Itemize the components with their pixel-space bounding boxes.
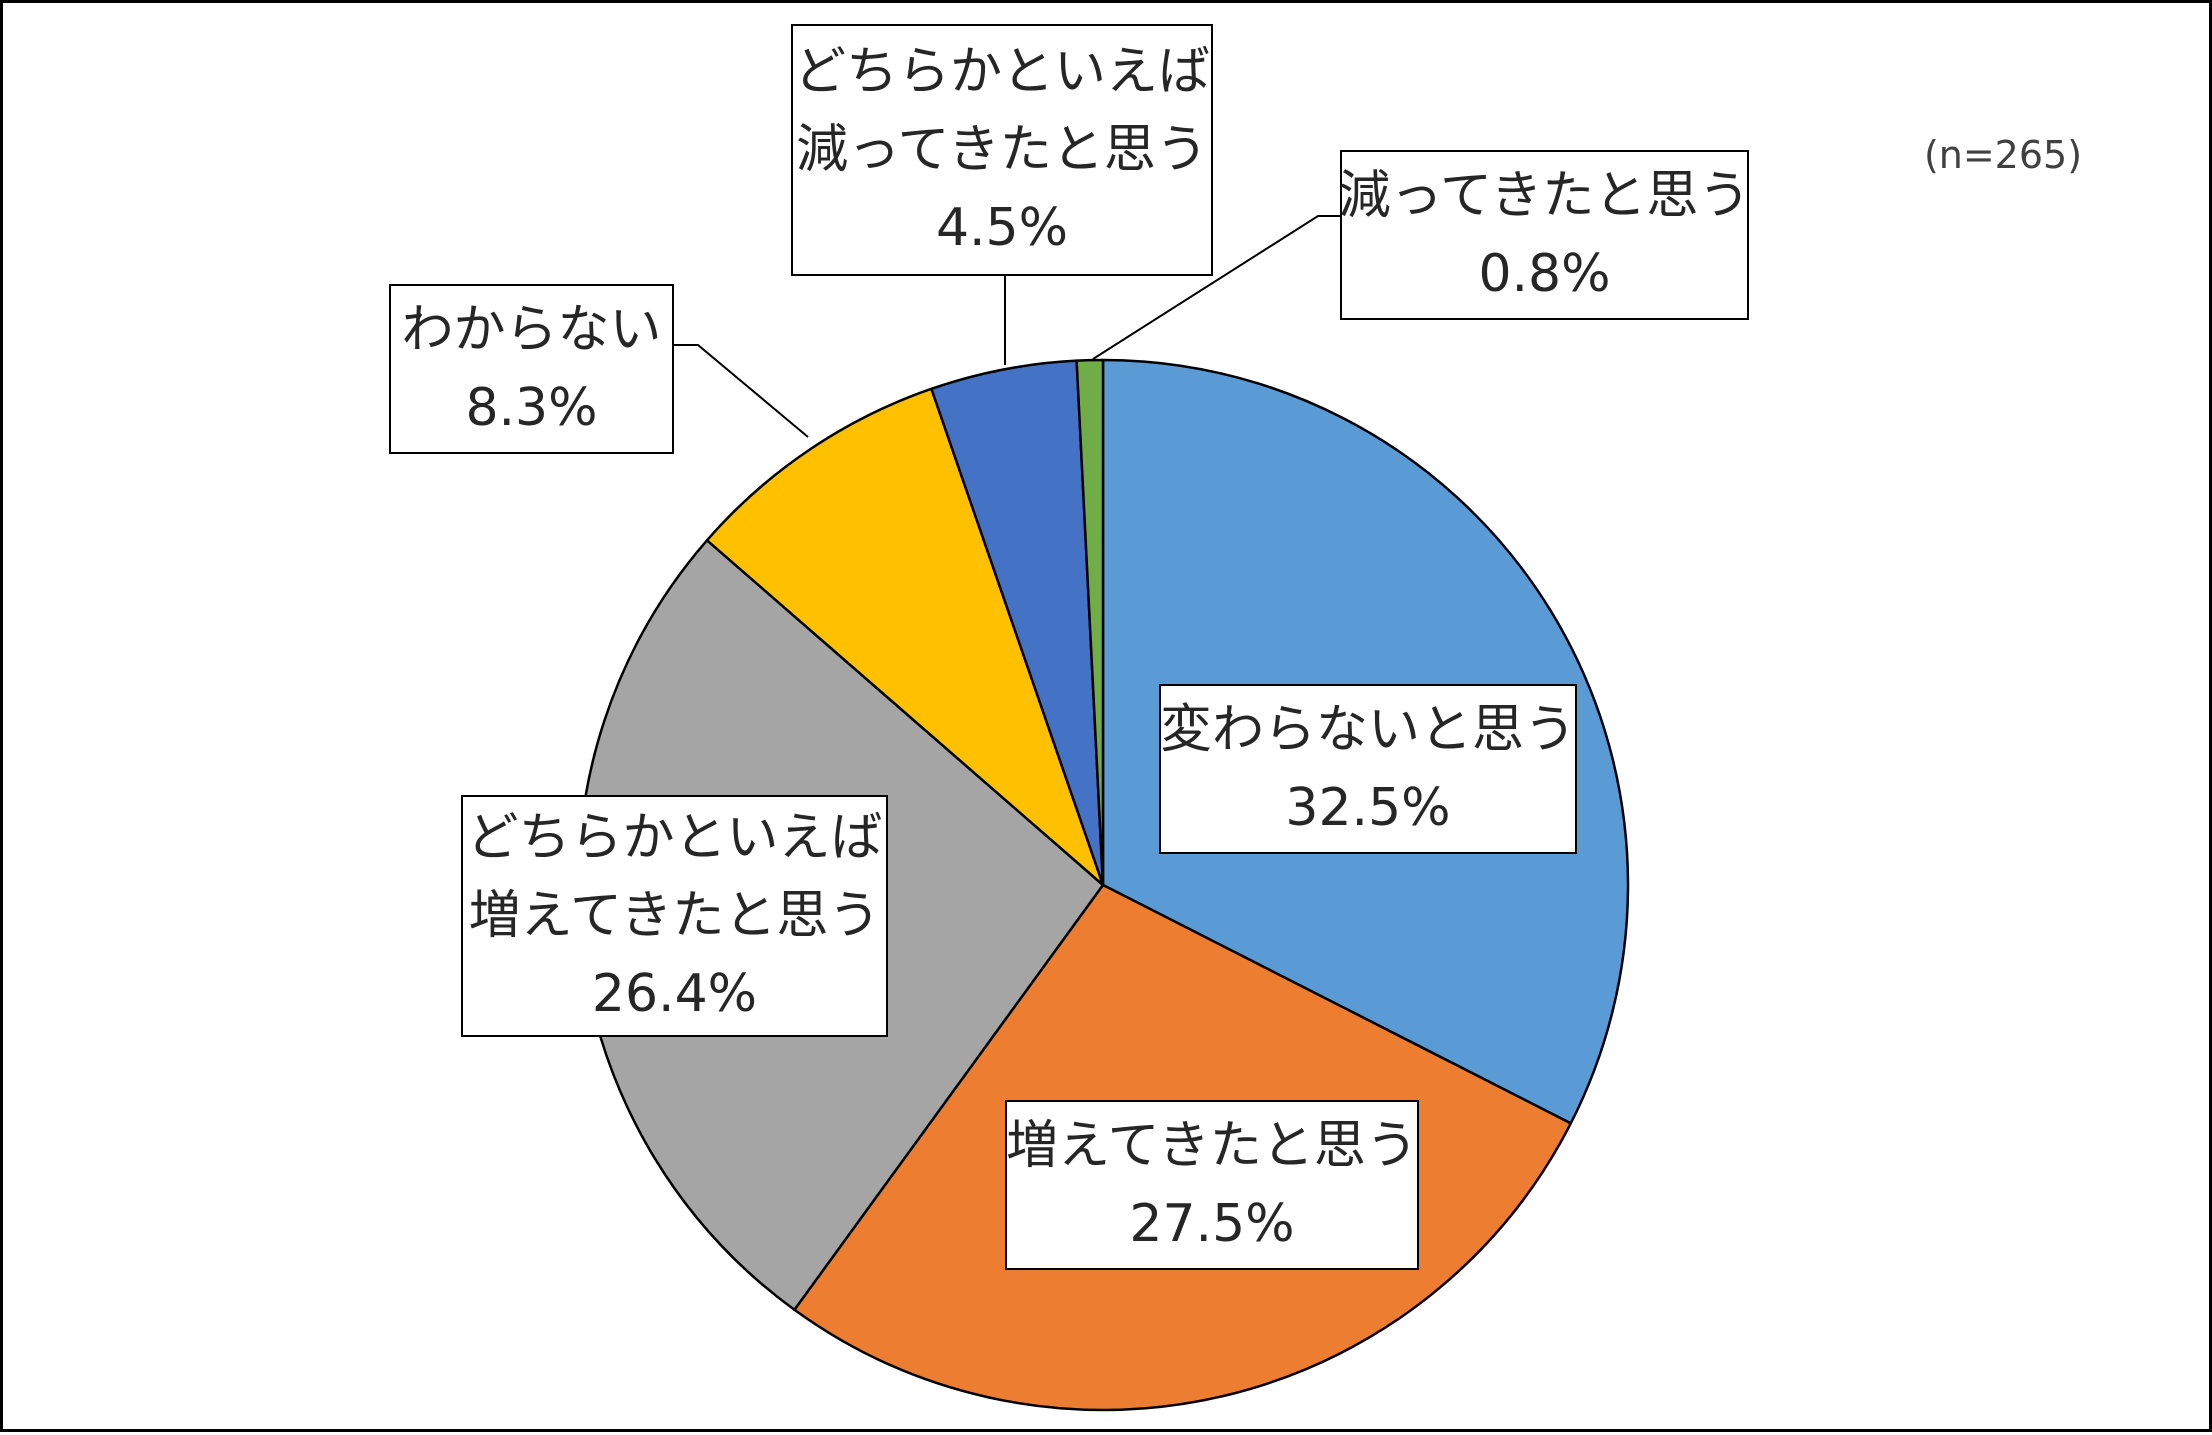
data-label-6: 減ってきたと思う 0.8% — [1339, 150, 1751, 320]
data-label-category: 減ってきたと思う — [1339, 166, 1751, 226]
leader-lines — [673, 215, 1341, 438]
pie-slices — [576, 358, 1630, 1412]
data-label-2: 増えてきたと思う 27.5% — [1005, 1100, 1419, 1270]
data-label-box — [461, 795, 888, 1037]
data-label-box — [1340, 150, 1749, 320]
data-label-category: どちらかといえば — [466, 808, 882, 868]
data-label-box — [389, 284, 674, 454]
pie-slice-4 — [705, 387, 1105, 887]
data-label-category: 増えてきたと思う — [1006, 1116, 1418, 1176]
leader-line-4 — [673, 344, 809, 438]
data-label-box — [791, 24, 1213, 276]
sample-size-note: (n=265) — [1924, 133, 2082, 177]
data-label-category: 増えてきたと思う — [469, 886, 881, 946]
data-label-value: 0.8% — [1478, 244, 1610, 304]
data-label-category: どちらかといえば — [794, 42, 1210, 102]
data-label-box — [1005, 1100, 1419, 1270]
data-label-value: 8.3% — [465, 378, 597, 438]
data-label-1: 変わらないと思う 32.5% — [1159, 684, 1577, 854]
data-label-value: 32.5% — [1285, 778, 1450, 838]
leader-line-6 — [1092, 215, 1341, 360]
data-label-category: 変わらないと思う — [1160, 700, 1576, 760]
pie-chart: 変わらないと思う32.5%増えてきたと思う27.5%どちらかといえば増えてきたと… — [389, 24, 2082, 1412]
data-labels: 変わらないと思う32.5%増えてきたと思う27.5%どちらかといえば増えてきたと… — [389, 24, 1751, 1270]
data-label-value: 26.4% — [592, 964, 757, 1024]
pie-slice-6 — [1075, 358, 1105, 887]
data-label-value: 4.5% — [936, 198, 1068, 258]
data-label-box — [1159, 684, 1577, 854]
data-label-4: わからない 8.3% — [389, 284, 674, 454]
data-label-category: わからない — [401, 300, 661, 360]
data-label-value: 27.5% — [1129, 1194, 1294, 1254]
data-label-category: 減ってきたと思う — [796, 120, 1208, 180]
